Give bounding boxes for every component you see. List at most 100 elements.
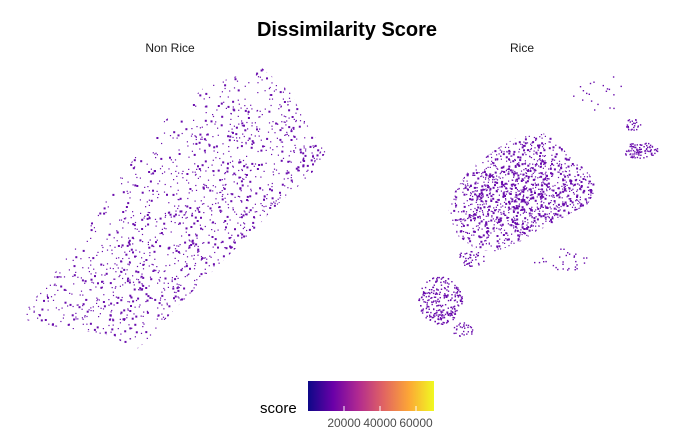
map-pixel-rice [532,172,534,174]
map-pixel-non-rice [133,288,136,291]
map-pixel-rice [479,204,481,206]
map-pixel-non-rice [200,227,202,230]
map-pixel-non-rice [273,163,275,165]
map-pixel-rice [467,183,469,185]
map-pixel-rice [507,206,510,209]
map-pixel-non-rice [135,299,138,302]
map-pixel-non-rice [196,126,198,128]
map-pixel-rice [501,183,504,185]
map-pixel-rice [496,191,498,193]
map-pixel-non-rice [127,241,130,244]
map-pixel-non-rice [106,263,109,265]
map-pixel-rice [576,190,578,192]
map-pixel-rice [517,183,519,185]
map-pixel-non-rice [46,294,48,296]
map-pixel-rice [527,201,529,203]
map-pixel-rice [489,175,491,178]
map-pixel-rice [562,171,564,173]
map-pixel-rice [539,195,542,198]
map-pixel-non-rice [124,330,127,333]
map-pixel-rice [496,181,499,184]
map-pixel-non-rice [156,154,158,156]
map-pixel-rice [534,163,536,166]
map-pixel-non-rice [263,206,265,208]
map-pixel-non-rice [240,200,242,202]
map-pixel-non-rice [243,222,245,224]
map-pixel-rice [566,196,568,198]
map-pixel-non-rice [234,228,236,231]
map-pixel-non-rice [51,323,54,326]
map-pixel-non-rice [213,265,215,267]
map-pixel-non-rice [209,219,211,221]
map-pixel-non-rice [95,272,97,274]
map-pixel-non-rice [213,146,216,149]
map-pixel-rice [437,289,439,291]
map-pixel-non-rice [164,216,166,218]
map-pixel-rice [514,172,517,175]
map-pixel-non-rice [211,214,213,216]
map-pixel-non-rice [222,81,224,83]
map-pixel-non-rice [205,272,207,274]
map-pixel-non-rice [145,331,148,334]
map-pixel-non-rice [275,122,278,125]
map-pixel-rice [443,322,445,324]
map-pixel-non-rice [112,324,114,326]
map-pixel-non-rice [108,299,110,301]
map-pixel-rice [508,152,511,155]
map-pixel-non-rice [177,189,179,191]
map-pixel-rice [542,160,545,163]
map-pixel-non-rice [109,314,112,317]
map-pixel-non-rice [143,217,145,219]
map-pixel-non-rice [196,237,198,239]
map-pixel-rice [471,191,474,193]
map-pixel-non-rice [242,159,245,162]
map-pixel-rice [500,206,502,208]
map-pixel-non-rice [148,285,150,287]
map-pixel-non-rice [129,250,131,252]
map-pixel-non-rice [217,259,219,261]
map-pixel-non-rice [251,122,253,124]
map-pixel-non-rice [202,187,205,190]
map-pixel-rice [514,231,516,233]
map-pixel-non-rice [204,152,206,154]
map-pixel-non-rice [61,307,63,309]
map-pixel-rice [479,236,482,239]
map-pixel-non-rice [290,128,293,130]
map-pixel-non-rice [154,236,156,238]
map-pixel-rice [471,244,473,246]
map-pixel-rice [543,178,546,181]
map-pixel-non-rice [247,113,249,115]
map-pixel-non-rice [249,180,252,183]
map-pixel-rice [549,220,551,222]
map-pixel-rice [530,148,532,151]
map-pixel-non-rice [134,221,137,224]
map-pixel-non-rice [141,283,143,285]
map-pixel-non-rice [126,314,128,316]
map-pixel-non-rice [156,221,158,223]
map-pixel-non-rice [201,203,204,205]
map-pixel-rice [455,287,458,290]
map-pixel-rice [524,217,527,220]
map-pixel-rice [535,139,537,141]
map-pixel-non-rice [283,115,285,117]
map-pixel-rice [500,248,502,250]
map-pixel-non-rice [241,200,243,202]
map-pixel-rice [512,209,514,211]
map-pixel-non-rice [184,276,186,278]
map-pixel-rice [464,186,467,189]
map-pixel-rice [472,195,474,198]
map-pixel-rice [461,297,463,300]
map-pixel-non-rice [178,205,180,207]
map-pixel-non-rice [313,157,315,159]
map-pixel-non-rice [124,282,126,284]
map-pixel-rice [497,198,500,201]
map-pixel-non-rice [192,143,195,145]
map-pixel-rice [556,194,558,197]
map-pixel-rice [525,172,527,174]
map-pixel-rice [564,186,566,188]
map-pixel-rice [475,169,477,171]
map-pixel-non-rice [176,283,178,285]
map-pixel-rice [444,304,447,306]
map-pixel-rice [546,207,549,209]
map-pixel-rice [462,191,464,193]
